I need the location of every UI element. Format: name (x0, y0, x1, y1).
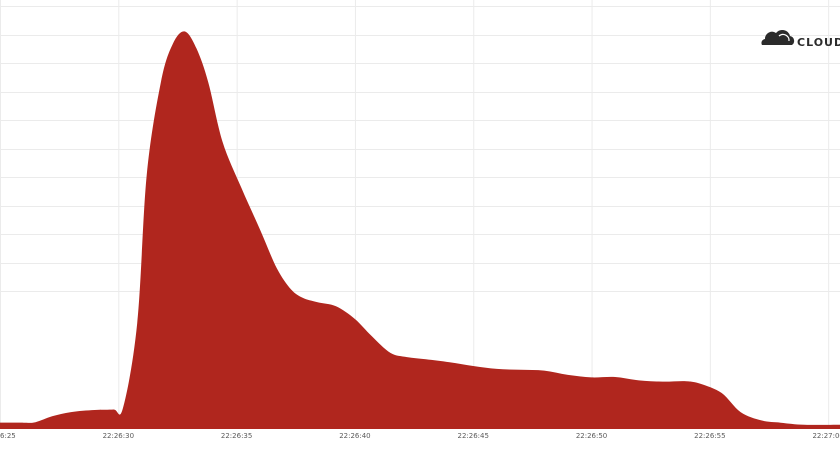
x-tick-label: 22:26:55 (694, 432, 725, 440)
brand-logo: CLOUDFLARE (761, 29, 840, 49)
x-tick-label: 22:27:00 (812, 432, 840, 440)
series-area (0, 31, 840, 430)
x-axis-ticks: 22:26:25 22:26:30 22:26:35 22:26:40 22:26:45… (0, 432, 840, 440)
x-tick-label: 22:26:35 (221, 432, 252, 440)
x-tick-label: 22:26:40 (339, 432, 370, 440)
x-tick-label: 22:26:25 (0, 432, 16, 440)
x-tick-label: 22:26:50 (576, 432, 607, 440)
brand-name: CLOUDFLARE (797, 36, 840, 49)
x-tick-label: 22:26:45 (458, 432, 489, 440)
x-tick-label: 22:26:30 (103, 432, 134, 440)
cloud-logo-icon (761, 29, 795, 45)
